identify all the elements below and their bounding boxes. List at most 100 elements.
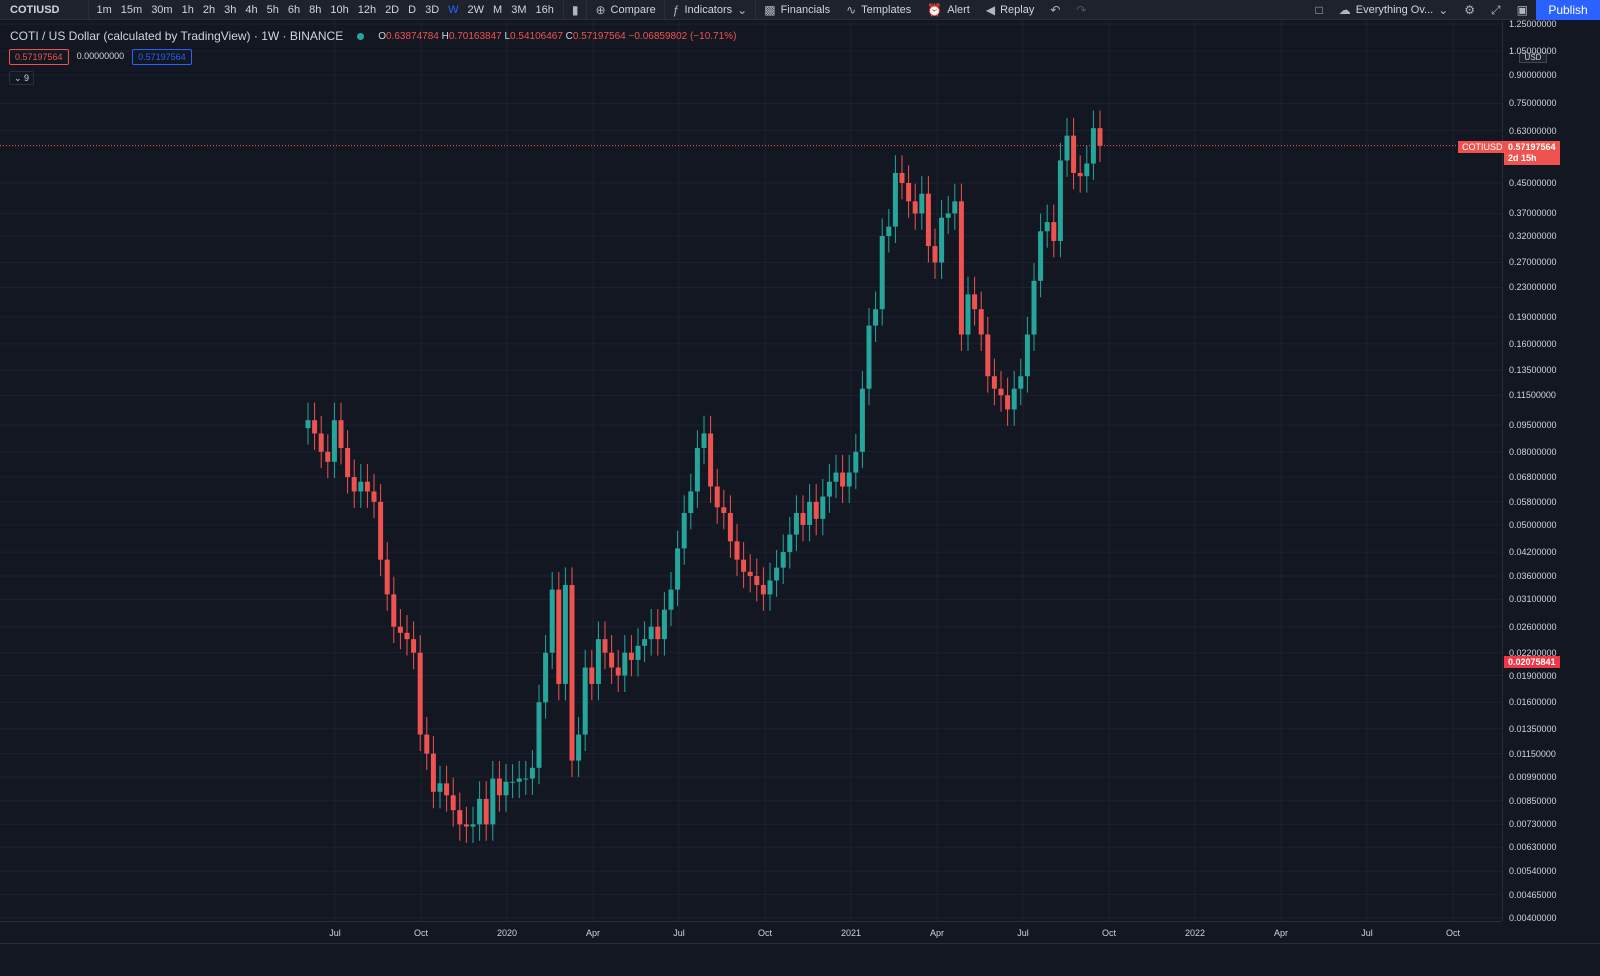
candle-body [391, 594, 397, 627]
snapshot-button[interactable]: ▣ [1509, 0, 1536, 20]
price-tick-label: 0.16000000 [1509, 338, 1557, 349]
settings-button[interactable]: ⚙ [1456, 0, 1483, 20]
price-tick-label: 0.11500000 [1509, 390, 1556, 401]
interval-15m[interactable]: 15m [120, 3, 143, 16]
spread-value: 0.00000000 [76, 51, 125, 61]
candle-body [305, 420, 311, 429]
fullscreen-icon: ⤢ [1491, 3, 1501, 17]
candle-body [457, 810, 463, 825]
price-tick-label: 0.08000000 [1509, 446, 1557, 457]
candle-body [1084, 163, 1090, 177]
price-tick-label: 0.90000000 [1509, 70, 1557, 81]
undo-button[interactable]: ↶ [1042, 0, 1068, 20]
price-tick-label: 0.75000000 [1509, 98, 1557, 109]
interval-10h[interactable]: 10h [330, 3, 349, 16]
price-tick-label: 0.27000000 [1509, 257, 1557, 268]
indicators-collapse-toggle[interactable]: ⌄ 9 [9, 71, 35, 85]
price-tick-label: 0.00465000 [1509, 889, 1557, 900]
function-icon: ƒ [672, 2, 680, 17]
interval-2h[interactable]: 2h [202, 3, 216, 16]
time-tick-label: Jul [1017, 928, 1029, 938]
price-tick-label: 0.32000000 [1509, 231, 1557, 242]
interval-5h[interactable]: 5h [266, 3, 279, 16]
candle-body [595, 639, 601, 684]
interval-d[interactable]: D [408, 3, 417, 16]
interval-m[interactable]: M [493, 3, 503, 16]
indicators-button[interactable]: ƒ Indicators ⌄ [672, 2, 748, 17]
candle-body [767, 580, 773, 595]
candle-body [899, 172, 905, 183]
candle-body [404, 632, 410, 640]
candle-body [846, 472, 852, 487]
interval-w[interactable]: W [448, 3, 459, 16]
price-tick-label: 0.09500000 [1509, 420, 1557, 431]
series-legend: COTI / US Dollar (calculated by TradingV… [10, 29, 736, 43]
candle-body [892, 172, 898, 227]
interval-12h[interactable]: 12h [357, 3, 377, 16]
candle-body [430, 753, 436, 792]
layout-toggle-button[interactable]: □ [1308, 0, 1331, 20]
candle-body [576, 734, 582, 761]
publish-button[interactable]: Publish [1536, 0, 1600, 20]
interval-3m[interactable]: 3M [511, 3, 527, 16]
financials-button[interactable]: ▩ Financials [764, 2, 831, 17]
time-tick-label: Oct [1445, 928, 1461, 938]
interval-1h[interactable]: 1h [181, 3, 194, 16]
compare-button[interactable]: ⊕ Compare [595, 2, 656, 17]
price-tick-label: 0.01600000 [1509, 697, 1557, 708]
interval-16h[interactable]: 16h [535, 3, 554, 16]
fullscreen-button[interactable]: ⤢ [1483, 0, 1509, 20]
candle-body [668, 589, 674, 610]
market-status-icon[interactable] [357, 32, 365, 40]
price-tick-label: 0.03600000 [1509, 571, 1557, 582]
interval-4h[interactable]: 4h [245, 3, 258, 16]
chart-pane[interactable] [0, 21, 1502, 921]
candle-body [813, 501, 819, 519]
candles-icon: ▮ [571, 2, 579, 17]
redo-button[interactable]: ↷ [1068, 0, 1094, 20]
price-tick-label: 0.23000000 [1509, 282, 1557, 293]
candle-body [345, 447, 351, 478]
interval-2w[interactable]: 2W [467, 3, 485, 16]
ask-price[interactable]: 0.57197564 [132, 49, 192, 65]
candle-body [510, 781, 516, 783]
bar-chart-icon: ▩ [764, 2, 776, 17]
interval-8h[interactable]: 8h [309, 3, 322, 16]
interval-3d[interactable]: 3D [425, 3, 440, 16]
replay-button[interactable]: ◀ Replay [985, 2, 1035, 17]
symbol-search[interactable]: COTIUSD [0, 0, 89, 20]
bar-style-button[interactable]: ▮ [564, 0, 587, 20]
candle-body [721, 507, 727, 513]
interval-1m[interactable]: 1m [96, 3, 112, 16]
candle-body [932, 246, 938, 263]
candle-body [470, 824, 476, 827]
price-tick-label: 0.13500000 [1509, 365, 1557, 376]
interval-6h[interactable]: 6h [287, 3, 301, 16]
interval-30m[interactable]: 30m [151, 3, 173, 16]
templates-button[interactable]: ∿ Templates [846, 2, 912, 17]
alarm-clock-icon: ⏰ [927, 2, 943, 17]
candle-body [688, 491, 694, 513]
alert-button[interactable]: ⏰ Alert [927, 2, 970, 17]
price-tick-label: 0.63000000 [1509, 125, 1557, 136]
price-tick-label: 0.03100000 [1509, 594, 1557, 605]
candle-body [444, 783, 450, 796]
candle-body [833, 472, 839, 482]
time-scale[interactable]: Jul Oct 2020 Apr Jul Oct 2021 Apr Jul Oct 2022 Apr J… [0, 921, 1502, 943]
crosshair-price-tag: 0.02075841 [1504, 656, 1560, 668]
price-scale[interactable]: USD 1.25000000 1.05000000 0.90000000 0.7500… [1502, 19, 1600, 923]
price-tick-label: 0.02600000 [1509, 621, 1557, 632]
candle-body [886, 226, 892, 237]
bid-price[interactable]: 0.57197564 [9, 49, 69, 65]
layout-menu[interactable]: ☁ Everything Ov... ⌄ [1338, 3, 1449, 17]
interval-2d[interactable]: 2D [385, 3, 400, 16]
candle-body [371, 491, 377, 502]
candle-body [741, 559, 747, 572]
currency-select[interactable]: USD [1519, 52, 1547, 63]
interval-3h[interactable]: 3h [224, 3, 237, 16]
price-tick-label: 0.37000000 [1509, 208, 1557, 219]
candle-body [1071, 135, 1077, 173]
candle-body [780, 552, 786, 568]
series-title[interactable]: COTI / US Dollar (calculated by TradingV… [10, 29, 344, 43]
candle-body [1044, 222, 1050, 232]
